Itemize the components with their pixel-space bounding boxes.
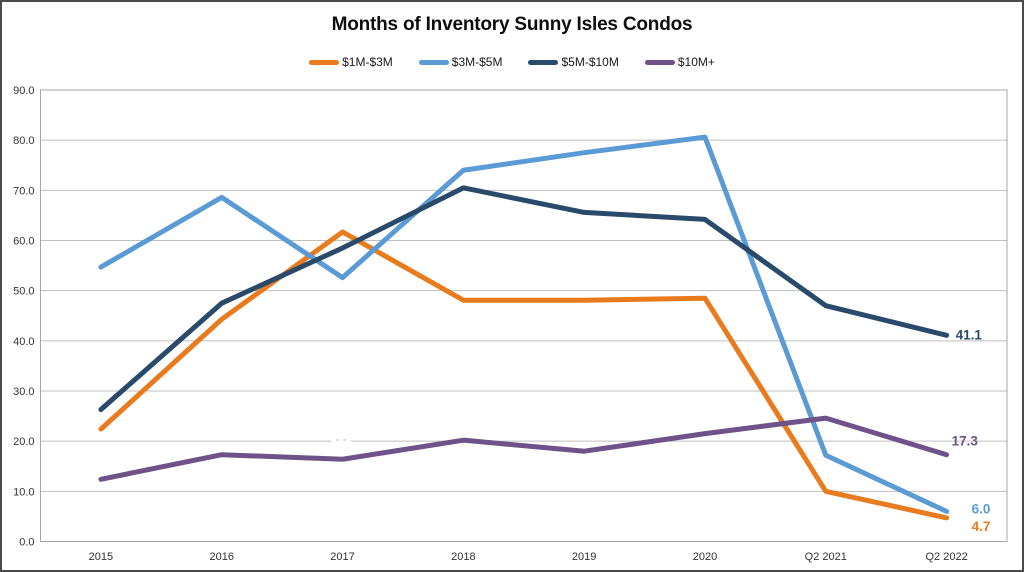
y-axis-tick-label: 20.0 — [13, 436, 34, 448]
chart-legend: $1M-$3M $3M-$5M $5M-$10M $10M+ — [2, 55, 1022, 69]
legend-item: $5M-$10M — [528, 55, 619, 69]
legend-item: $3M-$5M — [418, 55, 503, 69]
plot-border — [40, 89, 1008, 542]
x-axis-tick-label: 2015 — [89, 551, 113, 563]
y-axis-tick-label: 90.0 — [13, 85, 34, 97]
data-label: 41.1 — [956, 327, 983, 342]
series-line-4 — [98, 415, 950, 482]
y-axis-tick-label: 60.0 — [13, 236, 34, 248]
data-label: 4.7 — [972, 519, 991, 534]
gridline-artifact — [343, 439, 346, 441]
legend-swatch-icon — [418, 59, 449, 65]
series-line-1 — [98, 229, 950, 521]
data-label: 6.0 — [972, 501, 991, 516]
data-label: 17.3 — [952, 434, 979, 449]
y-axis-tick-label: 80.0 — [13, 135, 34, 147]
x-axis-tick-label: 2016 — [209, 551, 233, 563]
gridline-artifact — [336, 439, 339, 441]
legend-label: $1M-$3M — [342, 55, 393, 69]
legend-label: $3M-$5M — [451, 55, 503, 69]
legend-swatch-icon — [528, 59, 559, 65]
legend-swatch-icon — [309, 59, 340, 65]
gridline-artifact — [331, 435, 351, 444]
y-axis-tick-label: 40.0 — [13, 336, 34, 348]
series-line-3 — [98, 185, 950, 413]
legend-label: $10M+ — [677, 55, 715, 69]
legend-label: $5M-$10M — [561, 55, 619, 69]
y-axis-tick-label: 50.0 — [13, 286, 34, 298]
legend-item: $10M+ — [644, 55, 715, 69]
y-axis-tick-label: 10.0 — [13, 486, 34, 498]
legend-swatch-icon — [644, 59, 675, 65]
y-axis-tick-label: 70.0 — [13, 185, 34, 197]
x-axis-tick-label: Q2 2021 — [805, 551, 847, 563]
x-axis-tick-label: 2019 — [572, 551, 596, 563]
x-axis-tick-label: 2017 — [330, 551, 354, 563]
chart-title: Months of Inventory Sunny Isles Condos — [331, 14, 693, 35]
y-axis-tick-label: 0.0 — [19, 537, 34, 549]
y-axis-tick-label: 30.0 — [13, 386, 34, 398]
x-axis-tick-label: 2020 — [693, 551, 717, 563]
x-axis-tick-label: Q2 2022 — [925, 551, 967, 563]
series-line-2 — [98, 134, 950, 514]
legend-item: $1M-$3M — [309, 55, 393, 69]
x-axis-tick-label: 2018 — [451, 551, 475, 563]
